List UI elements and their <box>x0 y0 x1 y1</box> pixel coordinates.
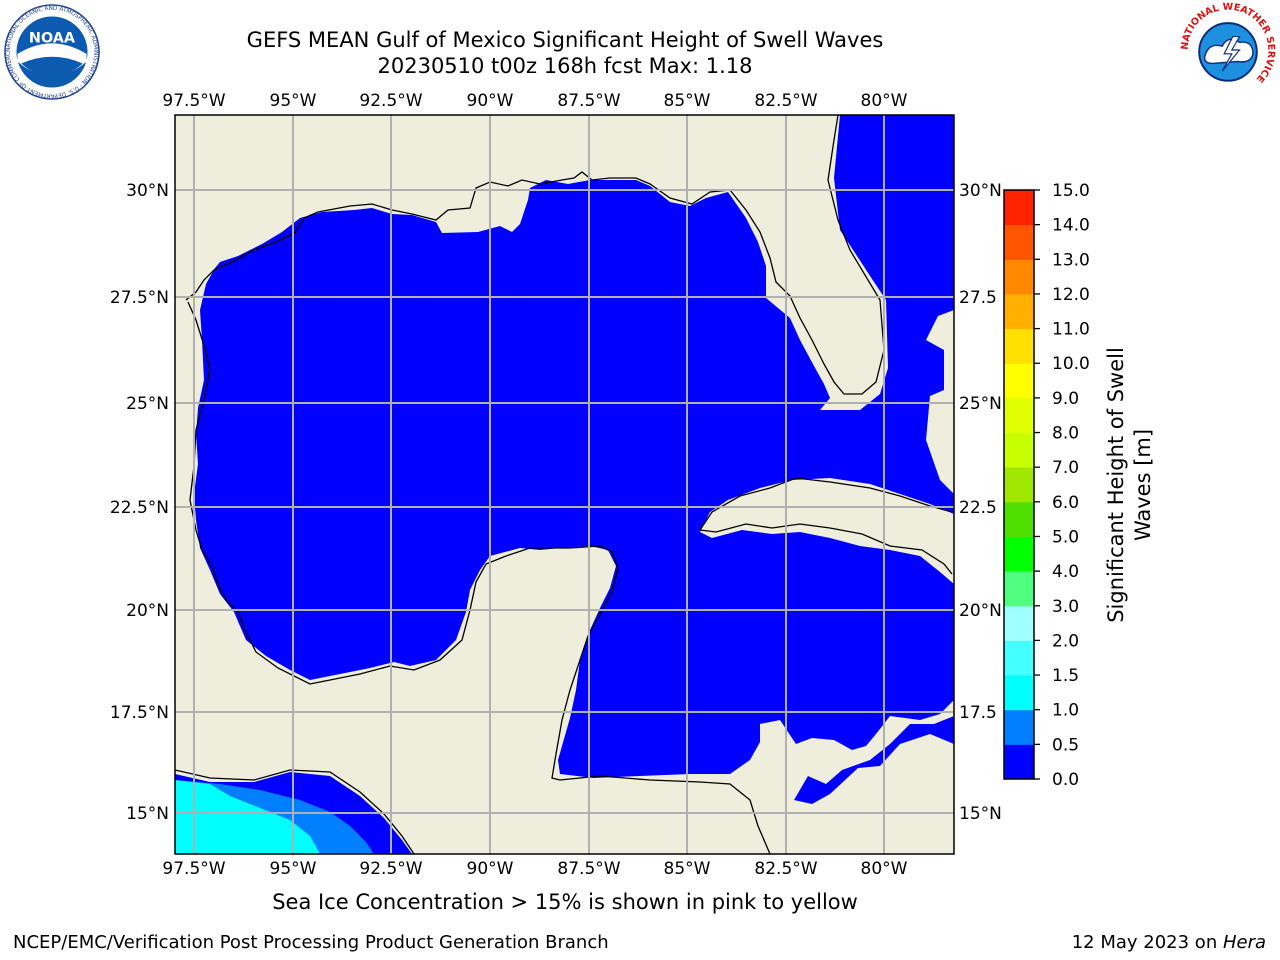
colorbar-label-line1: Significant Height of Swell <box>1104 347 1128 623</box>
colorbar-tick-label: 1.0 <box>1052 701 1079 721</box>
lat-label-left: 15°N <box>126 804 169 824</box>
colorbar-tick-label: 0.0 <box>1052 770 1079 790</box>
gulf-swell-field <box>194 115 954 778</box>
lat-label-right: 22.5 <box>959 498 997 518</box>
lat-label-right: 27.5 <box>959 288 997 308</box>
coastline-cuba <box>699 477 953 575</box>
colorbar-segment <box>1004 397 1034 434</box>
lat-label-right: 30°N <box>959 181 1002 201</box>
lat-label-left: 17.5°N <box>110 703 169 723</box>
lat-label-left: 25°N <box>126 394 169 414</box>
footer-date: 12 May 2023 on Hera <box>1072 932 1266 953</box>
coastlines <box>175 115 953 854</box>
colorbar-tick-label: 13.0 <box>1052 250 1090 270</box>
colorbar-tick-label: 1.5 <box>1052 666 1079 686</box>
colorbar-segment <box>1004 501 1034 537</box>
colorbar-segment <box>1004 467 1034 503</box>
colorbar-segment <box>1004 605 1034 641</box>
lon-labels-bottom: 97.5°W 95°W 92.5°W 90°W 87.5°W 85°W 82.5… <box>162 859 907 879</box>
lat-label-left: 27.5°N <box>110 288 169 308</box>
colorbar-tick-label: 11.0 <box>1052 320 1090 340</box>
colorbar-segment <box>1004 224 1034 260</box>
colorbar-label-line2: Waves [m] <box>1131 429 1155 541</box>
map-frame <box>174 114 955 855</box>
colorbar-tick-label: 12.0 <box>1052 285 1090 305</box>
colorbar-segment <box>1004 675 1034 711</box>
colorbar-segment <box>1004 190 1034 226</box>
lat-label-left: 20°N <box>126 601 169 621</box>
caribbean-swell-field <box>794 716 954 804</box>
noaa-text: NOAA <box>29 30 76 46</box>
footer-host: Hera <box>1222 932 1266 953</box>
footer-branch: NCEP/EMC/Verification Post Processing Pr… <box>13 932 609 953</box>
lon-label-top: 80°W <box>861 91 908 111</box>
lat-labels-left: 30°N 27.5°N 25°N 22.5°N 20°N 17.5°N 15°N <box>110 181 169 824</box>
nws-logo: NATIONAL WEATHER SERVICE <box>1180 2 1276 98</box>
map-area <box>175 115 954 854</box>
colorbar: 0.0 0.5 1.0 1.5 2.0 3.0 4.0 5.0 6.0 7.0 8.0 9.0 10.0… <box>1003 181 1090 790</box>
lon-label-bottom: 80°W <box>861 859 908 879</box>
lat-label-right: 25°N <box>959 394 1002 414</box>
colorbar-segment <box>1004 709 1034 745</box>
coastline-pacific <box>175 769 415 854</box>
lon-label-bottom: 82.5°W <box>754 859 817 879</box>
colorbar-segment <box>1004 432 1034 468</box>
lon-label-top: 90°W <box>467 91 514 111</box>
colorbar-tick-label: 5.0 <box>1052 527 1079 547</box>
lat-labels-right: 30°N 27.5 25°N 22.5 20°N 17.5 15°N <box>959 181 1002 824</box>
lat-label-right: 15°N <box>959 804 1002 824</box>
colorbar-segment <box>1004 293 1034 330</box>
colorbar-segment <box>1004 536 1034 572</box>
coastline-north-gulf <box>185 115 885 395</box>
colorbar-segment <box>1004 640 1034 676</box>
lon-label-bottom: 97.5°W <box>162 859 225 879</box>
lon-label-top: 87.5°W <box>557 91 620 111</box>
footer-date-text: 12 May 2023 on <box>1071 932 1223 953</box>
lon-label-bottom: 92.5°W <box>359 859 422 879</box>
colorbar-segment <box>1004 259 1034 295</box>
colorbar-segment <box>1004 744 1034 780</box>
colorbar-tick-label: 2.0 <box>1052 631 1079 651</box>
colorbar-tick-label: 4.0 <box>1052 562 1079 582</box>
gridlines <box>175 115 954 854</box>
colorbar-tick-label: 10.0 <box>1052 354 1090 374</box>
colorbar-tick-label: 7.0 <box>1052 458 1079 478</box>
lon-label-bottom: 90°W <box>467 859 514 879</box>
colorbar-tick-label: 0.5 <box>1052 735 1079 755</box>
colorbar-segment <box>1004 328 1034 364</box>
colorbar-segment <box>1004 363 1034 399</box>
colorbar-tick-label: 3.0 <box>1052 597 1079 617</box>
lon-label-bottom: 85°W <box>664 859 711 879</box>
lon-label-top: 82.5°W <box>754 91 817 111</box>
colorbar-tick-label: 8.0 <box>1052 424 1079 444</box>
lat-label-left: 22.5°N <box>110 498 169 518</box>
colorbar-frame <box>1003 189 1035 780</box>
lon-label-top: 92.5°W <box>359 91 422 111</box>
chart-subtitle: 20230510 t00z 168h fcst Max: 1.18 <box>377 54 753 78</box>
lon-label-top: 95°W <box>270 91 317 111</box>
colorbar-tick-label: 15.0 <box>1052 181 1090 201</box>
noaa-logo: NATIONAL OCEANIC AND ATMOSPHERIC ADMINIS… <box>2 4 100 100</box>
lon-label-top: 85°W <box>664 91 711 111</box>
lon-label-top: 97.5°W <box>162 91 225 111</box>
lon-labels-top: 97.5°W 95°W 92.5°W 90°W 87.5°W 85°W 82.5… <box>162 91 907 111</box>
sea-ice-note: Sea Ice Concentration > 15% is shown in … <box>272 890 858 914</box>
lon-label-bottom: 87.5°W <box>557 859 620 879</box>
lon-label-bottom: 95°W <box>270 859 317 879</box>
chart-title: GEFS MEAN Gulf of Mexico Significant Hei… <box>246 28 884 52</box>
colorbar-segment <box>1004 571 1034 607</box>
lat-label-right: 17.5 <box>959 703 997 723</box>
colorbar-tick-label: 6.0 <box>1052 493 1079 513</box>
lat-label-right: 20°N <box>959 601 1002 621</box>
lat-label-left: 30°N <box>126 181 169 201</box>
colorbar-label: Significant Height of Swell Waves [m] <box>1104 347 1155 623</box>
colorbar-tick-label: 9.0 <box>1052 389 1079 409</box>
colorbar-tick-label: 14.0 <box>1052 216 1090 236</box>
pacific-swell-cyan <box>175 780 320 854</box>
